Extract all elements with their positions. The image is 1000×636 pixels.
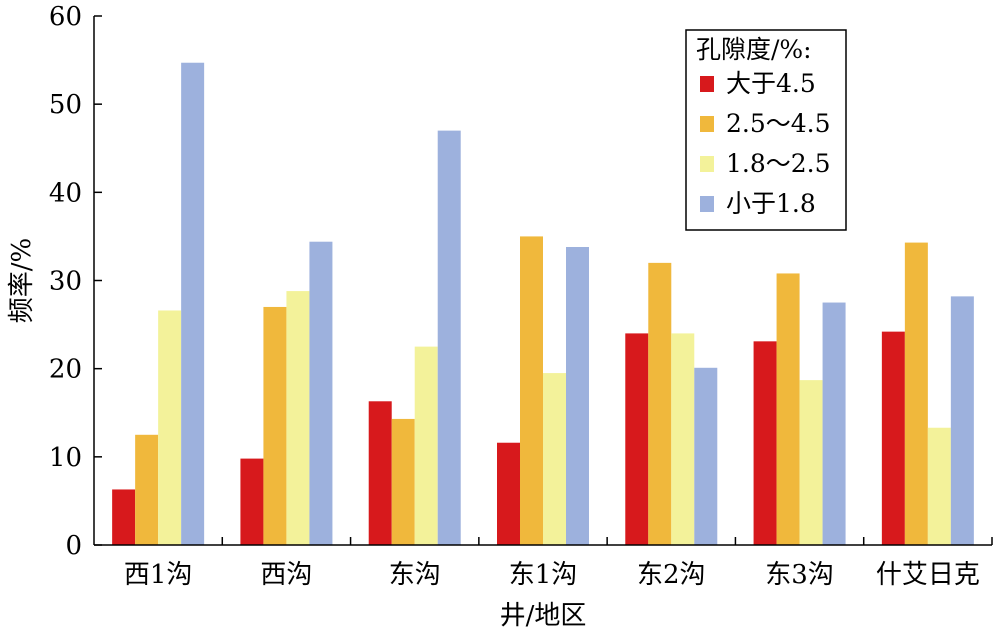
x-tick-label: 东1沟 bbox=[509, 560, 578, 590]
bar-5-series-3 bbox=[671, 333, 695, 545]
legend-label-2: 2.5～4.5 bbox=[726, 109, 831, 138]
bar-3-series-3 bbox=[414, 346, 438, 545]
x-tick-label: 东2沟 bbox=[637, 560, 706, 590]
bar-3-series-4 bbox=[437, 130, 461, 545]
bar-5-series-1 bbox=[625, 333, 649, 545]
legend-label-3: 1.8～2.5 bbox=[726, 149, 831, 178]
y-tick-label: 40 bbox=[49, 178, 82, 208]
bar-7-series-3 bbox=[927, 427, 951, 545]
legend-items: 大于4.5 2.5～4.5 1.8～2.5 小于1.8 bbox=[700, 69, 831, 218]
bar-2-series-4 bbox=[309, 241, 333, 545]
bar-4-series-2 bbox=[520, 236, 543, 545]
legend-title: 孔隙度/%: bbox=[696, 35, 812, 64]
bar-7-series-1 bbox=[881, 331, 905, 545]
bar-6-series-4 bbox=[822, 302, 846, 545]
bar-6-series-1 bbox=[753, 341, 777, 545]
bar-5-series-4 bbox=[694, 367, 718, 545]
axes-layer: 0 10 20 30 40 50 60 西1沟 西沟 东沟 东1沟 东2沟 东3沟 什艾日克 bbox=[49, 2, 993, 590]
x-tick-label: 东3沟 bbox=[765, 560, 834, 590]
legend-swatch-4 bbox=[700, 196, 714, 212]
legend: 孔隙度/%: 大于4.5 2.5～4.5 1.8～2.5 小于1.8 bbox=[685, 29, 847, 231]
legend-label-4: 小于1.8 bbox=[726, 189, 816, 218]
bar-7-series-2 bbox=[904, 242, 928, 546]
y-tick-label: 0 bbox=[65, 531, 82, 561]
bar-2-series-1 bbox=[240, 458, 264, 545]
bar-3-series-1 bbox=[368, 401, 392, 545]
x-tick-label: 西1沟 bbox=[124, 560, 193, 590]
legend-swatch-3 bbox=[700, 156, 714, 172]
x-axis-title: 井/地区 bbox=[500, 601, 587, 631]
legend-swatch-1 bbox=[700, 76, 714, 92]
bar-6-series-3 bbox=[799, 380, 823, 545]
x-tick-label: 什艾日克 bbox=[876, 560, 980, 590]
bars-layer bbox=[112, 62, 974, 546]
bar-3-series-2 bbox=[391, 418, 415, 545]
y-tick-label: 10 bbox=[49, 443, 82, 473]
y-axis-title: 频率/% bbox=[7, 238, 37, 323]
x-tick-label: 西沟 bbox=[260, 560, 312, 590]
bar-2-series-3 bbox=[286, 291, 310, 545]
bar-4-series-1 bbox=[497, 442, 520, 545]
bar-2-series-2 bbox=[263, 306, 287, 545]
y-tick-label: 60 bbox=[49, 2, 82, 32]
bar-1-series-4 bbox=[181, 62, 205, 545]
bar-1-series-1 bbox=[112, 489, 136, 545]
y-tick-label: 50 bbox=[49, 90, 82, 120]
y-tick-label: 30 bbox=[49, 267, 82, 297]
legend-swatch-2 bbox=[700, 116, 714, 132]
bar-7-series-4 bbox=[950, 296, 974, 545]
x-tick-label: 东沟 bbox=[389, 560, 441, 590]
bar-5-series-2 bbox=[648, 262, 672, 545]
bar-6-series-2 bbox=[776, 273, 800, 545]
bar-4-series-4 bbox=[566, 246, 589, 545]
bar-4-series-3 bbox=[543, 373, 566, 545]
legend-label-1: 大于4.5 bbox=[726, 69, 816, 98]
y-tick-label: 20 bbox=[49, 355, 82, 385]
bar-1-series-2 bbox=[135, 434, 159, 545]
bar-1-series-3 bbox=[158, 310, 182, 545]
